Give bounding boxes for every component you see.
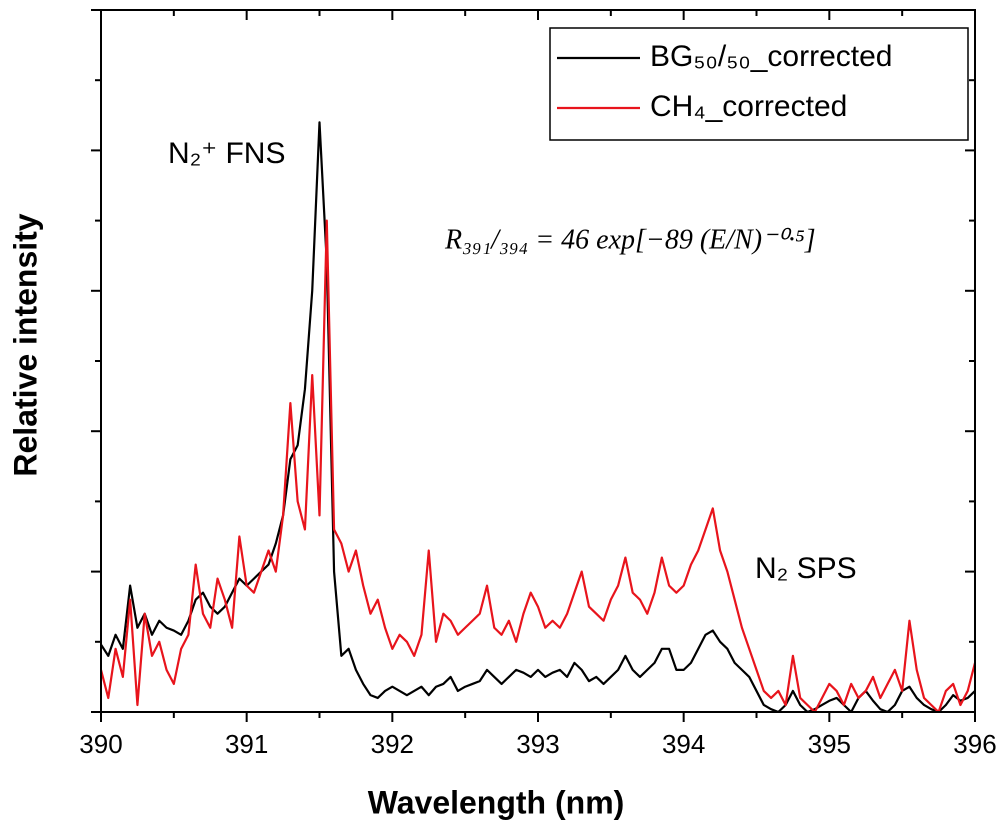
x-tick-label: 391 xyxy=(225,729,268,759)
legend-label: CH₄_corrected xyxy=(650,90,847,123)
annotation: N₂ SPS xyxy=(755,552,857,585)
legend-label: BG₅₀/₅₀_corrected xyxy=(650,40,893,73)
formula: R₃₉₁/₃₉₄ = 46 exp[−89 (E/N)⁻⁰·⁵] xyxy=(444,224,816,255)
x-tick-label: 396 xyxy=(953,729,996,759)
x-tick-label: 393 xyxy=(516,729,559,759)
x-tick-label: 394 xyxy=(662,729,705,759)
x-tick-label: 395 xyxy=(808,729,851,759)
x-tick-label: 392 xyxy=(371,729,414,759)
y-axis-label: Relative intensity xyxy=(7,213,43,476)
annotation: N₂⁺ FNS xyxy=(168,137,285,170)
legend-box xyxy=(549,27,969,141)
series-line xyxy=(101,219,975,712)
x-axis-label: Wavelength (nm) xyxy=(368,784,625,820)
x-tick-label: 390 xyxy=(79,729,122,759)
